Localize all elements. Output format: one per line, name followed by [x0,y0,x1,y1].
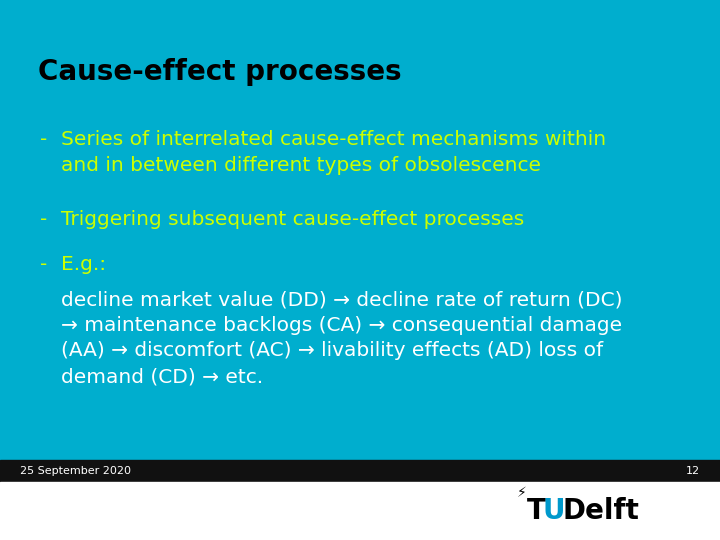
Bar [0,482,720,540]
Text: decline market value (DD) → decline rate of return (DC)
→ maintenance backlogs (: decline market value (DD) → decline rate… [61,290,623,386]
Text: -: - [40,210,47,229]
Text: U: U [542,497,565,525]
Text: -: - [40,130,47,149]
Text: ⚡: ⚡ [516,486,526,500]
Text: Triggering subsequent cause-effect processes: Triggering subsequent cause-effect proce… [61,210,524,229]
Text: Cause-effect processes: Cause-effect processes [38,58,402,86]
Text: E.g.:: E.g.: [61,255,107,274]
Text: Delft: Delft [562,497,639,525]
Text: 12: 12 [686,466,700,476]
Bar [0,460,720,482]
Text: 25 September 2020: 25 September 2020 [20,466,131,476]
Text: -: - [40,255,47,274]
Text: Series of interrelated cause-effect mechanisms within
and in between different t: Series of interrelated cause-effect mech… [61,130,606,175]
Text: T: T [526,497,545,525]
